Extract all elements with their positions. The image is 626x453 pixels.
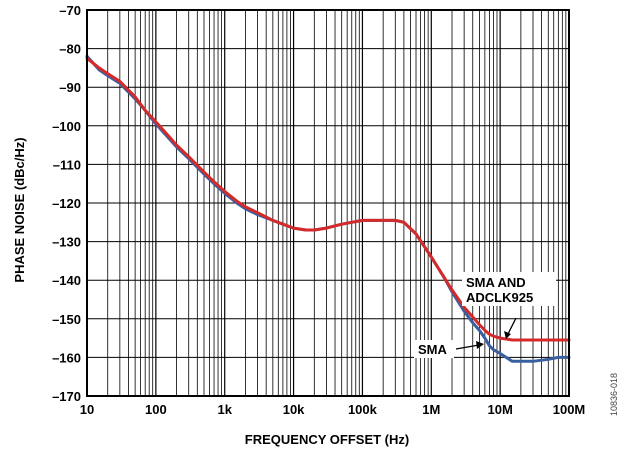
y-tick-label: –80: [59, 42, 81, 57]
annotation-label-sma: SMA: [418, 342, 448, 357]
annotation-arrowhead-sma: [476, 341, 484, 349]
y-tick-label: –130: [52, 235, 81, 250]
y-tick-label: –140: [52, 273, 81, 288]
annotation-arrowhead-sma-and-adclk925: [504, 331, 511, 339]
x-tick-label: 100: [145, 402, 167, 417]
x-tick-label: 1M: [422, 402, 440, 417]
x-tick-label: 10k: [283, 402, 305, 417]
y-tick-label: –170: [52, 389, 81, 404]
y-tick-label: –110: [53, 157, 81, 172]
x-axis-title: FREQUENCY OFFSET (Hz): [245, 432, 409, 447]
y-tick-label: –100: [52, 119, 81, 134]
tick-labels: 10 100 1k 10k 100k 1M 10M 100M –70 –80 –90 –100 –110…: [52, 3, 585, 417]
series-line-sma-and-adclk925: [85, 56, 571, 342]
annotation-label-sma-and-adclk925: SMA AND: [466, 275, 526, 290]
x-tick-label: 10: [80, 402, 94, 417]
annotation-label-sma-and-adclk925: ADCLK925: [466, 290, 533, 305]
y-axis-title: PHASE NOISE (dBc/Hz): [12, 137, 27, 282]
x-tick-label: 10M: [487, 402, 512, 417]
annotation-box-sma: [414, 340, 454, 358]
y-tick-label: –160: [52, 350, 81, 365]
grid: [87, 10, 569, 396]
y-tick-label: –150: [52, 312, 81, 327]
x-tick-label: 100M: [553, 402, 586, 417]
y-tick-label: –120: [52, 196, 81, 211]
annotation-box-sma-and-adclk925: [462, 272, 556, 306]
plot-frame: [86, 9, 570, 397]
series-lines: [85, 54, 571, 363]
figure-id: 10836-018: [609, 373, 619, 416]
x-tick-label: 100k: [348, 402, 378, 417]
annotation-arrow-sma-and-adclk925: [507, 317, 517, 335]
y-tick-label: –70: [59, 3, 81, 18]
annotation-arrow-sma: [455, 344, 480, 350]
y-tick-label: –90: [59, 80, 81, 95]
x-tick-label: 1k: [217, 402, 232, 417]
